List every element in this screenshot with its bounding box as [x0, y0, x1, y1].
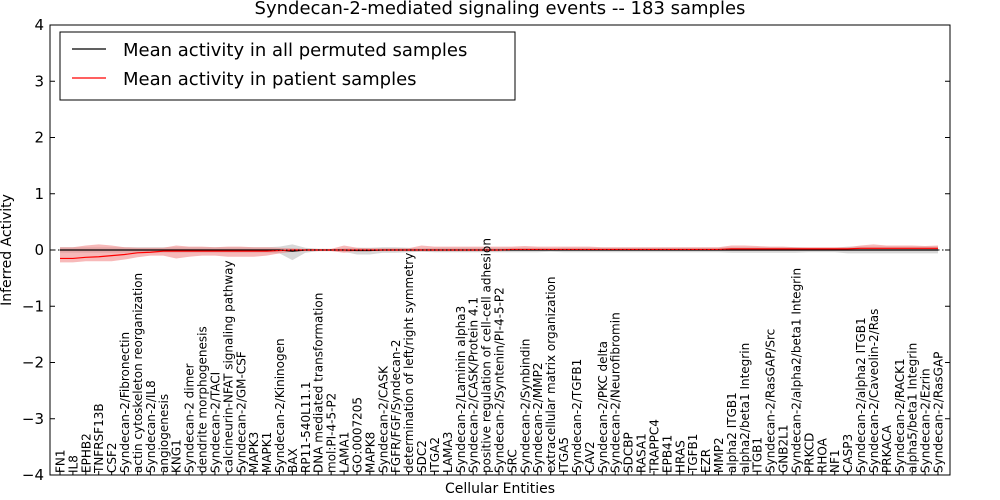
x-tick-label: MAPK8 [363, 432, 377, 473]
x-tick-label: FN1 [54, 449, 68, 473]
x-tick-label: Syndecan-2/Fibronectin [118, 332, 132, 473]
x-tick-label: Syndecan-2/RasGAP/Src [764, 329, 778, 473]
x-tick-label: Syndecan-2/IL8 [144, 380, 158, 473]
x-tick-label: SRC [505, 449, 519, 473]
x-tick-label: GO:0007205 [350, 397, 364, 473]
x-tick-label: CSF2 [105, 442, 119, 473]
x-tick-label: mol:PI-4-5-P2 [325, 393, 339, 473]
x-tick-label: Syndecan-2/alpha2 ITGB1 [854, 317, 868, 473]
x-axis-ticks: FN1IL8EPHB2TNFRSF13BCSF2Syndecan-2/Fibro… [54, 238, 946, 475]
x-tick-label: NF1 [828, 449, 842, 473]
x-tick-label: Syndecan-2/Ezrin [919, 368, 933, 473]
x-tick-label: Syndecan-2/Neurofibromin [609, 312, 623, 473]
x-tick-label: extracellular matrix organization [544, 277, 558, 474]
x-tick-label: DNA mediated transformation [312, 293, 326, 473]
x-tick-label: HRAS [673, 440, 687, 473]
x-tick-label: KNG1 [170, 439, 184, 473]
x-tick-label: ITGB1 [751, 437, 765, 473]
x-tick-label: positive regulation of cell-cell adhesio… [480, 238, 494, 473]
x-tick-label: MAPK3 [247, 432, 261, 473]
y-tick-label: −1 [22, 297, 44, 315]
x-tick-label: LAMA3 [441, 432, 455, 473]
y-tick-label: −3 [22, 410, 44, 428]
chart-title: Syndecan-2-mediated signaling events -- … [255, 0, 746, 19]
x-tick-label: alpha5/beta1 Integrin [906, 343, 920, 473]
x-tick-label: dendrite morphogenesis [196, 326, 210, 473]
x-tick-label: ITGA5 [557, 437, 571, 473]
y-tick-label: −2 [22, 354, 44, 372]
y-tick-label: 2 [34, 129, 44, 147]
x-tick-label: ITGA2 [428, 437, 442, 473]
x-tick-label: determination of left/right symmetry [402, 253, 416, 473]
series-lines [50, 247, 950, 260]
x-tick-label: RP11-540L11.1 [299, 382, 313, 473]
x-tick-label: CAV2 [583, 441, 597, 473]
y-tick-label: 1 [34, 185, 44, 203]
x-axis-label: Cellular Entities [445, 481, 555, 497]
x-tick-label: Syndecan-2/CASK/Protein 4.1 [467, 297, 481, 473]
legend-box [59, 31, 516, 101]
x-tick-label: Syndecan-2/Kininogen [273, 338, 287, 473]
x-tick-label: calcineurin-NFAT signaling pathway [221, 260, 235, 473]
x-tick-label: Syndecan-2 dimer [183, 363, 197, 473]
x-tick-label: BAX [286, 448, 300, 473]
x-tick-label: TNFRSF13B [92, 403, 106, 474]
x-tick-label: EZR [699, 449, 713, 473]
y-tick-label: 0 [34, 241, 44, 259]
legend: Mean activity in all permuted samples Me… [59, 31, 516, 101]
x-tick-label: alpha2/beta1 Integrin [738, 343, 752, 473]
x-tick-label: SDC2 [415, 440, 429, 473]
x-tick-label: angiogenesis [157, 394, 171, 473]
legend-label-permuted: Mean activity in all permuted samples [123, 40, 467, 61]
x-tick-label: SDCBP [622, 432, 636, 473]
x-tick-label: Syndecan-2/Syntenin/PI-4-5-P2 [493, 287, 507, 473]
x-tick-label: TGFB1 [686, 434, 700, 474]
x-tick-label: alpha2 ITGB1 [725, 392, 739, 473]
x-tick-label: TRAPPC4 [647, 419, 661, 474]
x-tick-label: MMP2 [712, 437, 726, 473]
x-tick-label: Syndecan-2/Caveolin-2/Ras [867, 309, 881, 473]
x-tick-label: actin cytoskeleton reorganization [131, 273, 145, 473]
x-tick-label: FGFR/FGF/Syndecan-2 [389, 340, 403, 473]
x-tick-label: Syndecan-2/Laminin alpha3 [454, 306, 468, 473]
x-tick-label: PRKCD [802, 433, 816, 473]
x-tick-label: CASP3 [841, 434, 855, 473]
x-tick-label: Syndecan-2/GM-CSF [234, 351, 248, 473]
x-tick-label: RHOA [815, 437, 829, 473]
x-tick-label: Syndecan-2/alpha2/beta1 Integrin [789, 268, 803, 473]
x-tick-label: GNB2L1 [777, 425, 791, 473]
x-tick-label: Syndecan-2/MMP2 [531, 363, 545, 473]
x-tick-label: Syndecan-2/RasGAP [932, 352, 946, 473]
y-tick-label: 3 [34, 72, 44, 90]
x-tick-label: LAMA1 [338, 432, 352, 473]
x-tick-label: Syndecan-2/CASK [376, 365, 390, 473]
y-axis-label: Inferred Activity [0, 194, 15, 306]
x-tick-label: Syndecan-2/Synbindin [518, 339, 532, 473]
x-tick-label: EPB41 [660, 435, 674, 473]
x-tick-label: Syndecan-2/RACK1 [893, 358, 907, 473]
x-tick-label: Syndecan-2/TACI [208, 372, 222, 473]
x-tick-label: Syndecan-2/TGFB1 [570, 359, 584, 473]
x-tick-label: RASA1 [635, 433, 649, 473]
legend-label-patient: Mean activity in patient samples [123, 69, 417, 90]
x-tick-label: PRKACA [880, 424, 894, 473]
y-tick-label: 4 [34, 16, 44, 34]
y-tick-label: −4 [22, 466, 44, 484]
x-tick-label: Syndecan-2/PKC delta [596, 341, 610, 473]
x-tick-label: IL8 [66, 455, 80, 473]
x-tick-label: MAPK1 [260, 432, 274, 473]
plot-frame [49, 24, 951, 476]
x-tick-label: EPHB2 [79, 433, 93, 473]
y-axis-ticks: −4 −3 −2 −1 0 1 2 3 4 [22, 16, 950, 484]
